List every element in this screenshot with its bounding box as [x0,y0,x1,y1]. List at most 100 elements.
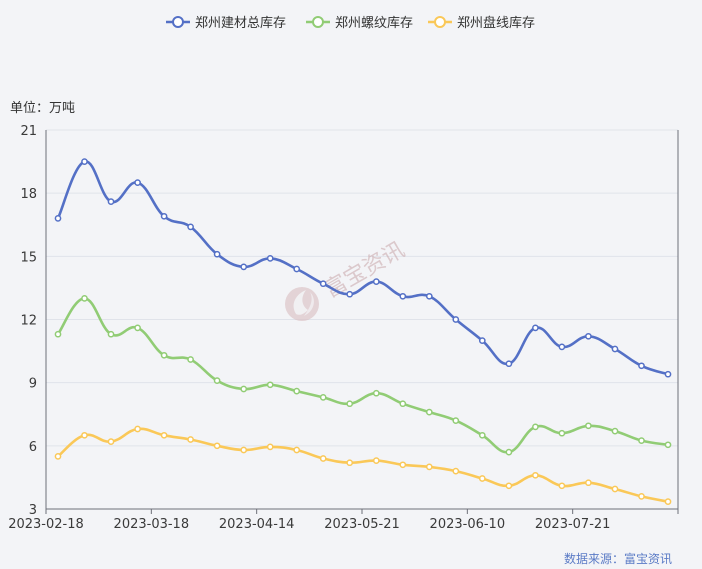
data-point[interactable] [319,455,327,462]
data-point[interactable] [134,324,141,332]
data-point[interactable] [187,356,194,363]
data-point[interactable] [293,265,301,273]
data-point[interactable] [266,381,274,389]
data-point[interactable] [240,385,248,393]
data-point[interactable] [266,443,274,451]
legend-label: 郑州螺纹库存 [335,15,413,31]
legend[interactable]: 郑州建材总库存 郑州螺纹库存 郑州盘线库存 [166,15,535,31]
data-point[interactable] [452,467,460,475]
data-point[interactable] [638,437,645,444]
data-point[interactable] [213,250,221,258]
data-point[interactable] [452,316,460,323]
series-3 [54,425,672,505]
data-point[interactable] [346,400,354,408]
data-point[interactable] [558,482,566,490]
data-point[interactable] [346,290,354,298]
data-point[interactable] [372,278,380,285]
y-tick-label: 18 [20,187,37,202]
data-point[interactable] [478,431,486,439]
data-point[interactable] [638,493,645,500]
unit-label: 单位：万吨 [10,101,75,116]
data-point[interactable] [664,370,672,378]
data-point[interactable] [478,475,486,482]
y-tick-label: 3 [29,503,37,518]
watermark-logo-icon [285,287,319,321]
data-point[interactable] [346,459,354,467]
x-tick-label: 2023-05-21 [324,517,400,532]
data-point[interactable] [134,179,141,186]
legend-marker-icon [312,16,324,28]
data-point[interactable] [664,498,672,505]
legend-marker-icon [434,16,446,28]
data-point[interactable] [81,158,88,165]
data-point[interactable] [532,324,539,332]
y-tick-label: 9 [29,377,37,392]
series-1 [54,158,672,378]
data-point[interactable] [664,441,672,449]
data-point[interactable] [372,389,380,397]
data-point[interactable] [187,436,194,443]
data-point[interactable] [611,427,619,435]
data-point[interactable] [160,431,168,439]
data-point[interactable] [505,482,513,490]
data-point[interactable] [399,292,407,300]
data-point[interactable] [319,280,327,288]
data-point[interactable] [107,330,115,338]
data-point[interactable] [611,345,619,353]
data-point[interactable] [611,485,619,493]
data-point[interactable] [213,377,221,384]
data-point[interactable] [240,446,248,454]
data-point[interactable] [54,215,62,222]
legend-item-3[interactable]: 郑州盘线库存 [428,15,535,31]
legend-item-1[interactable]: 郑州建材总库存 [166,15,286,31]
data-point[interactable] [452,417,460,424]
data-point[interactable] [585,422,592,430]
data-point[interactable] [585,479,592,487]
data-point[interactable] [585,332,592,340]
x-tick-label: 2023-06-10 [430,517,506,532]
data-point[interactable] [558,429,566,437]
x-tick-label: 2023-07-21 [535,517,611,532]
data-point[interactable] [425,463,433,471]
data-point[interactable] [54,453,62,460]
data-point[interactable] [399,400,407,408]
x-tick-label: 2023-02-18 [8,517,84,532]
data-point[interactable] [160,351,168,359]
y-tick-label: 6 [29,440,37,455]
series-2 [54,295,672,456]
x-tick-label: 2023-03-18 [114,517,190,532]
data-point[interactable] [266,255,274,262]
data-point[interactable] [425,292,433,300]
y-tick-label: 21 [20,124,37,139]
data-point[interactable] [532,471,539,479]
data-point[interactable] [107,198,115,205]
x-tick-label: 2023-04-14 [219,517,295,532]
data-point[interactable] [505,360,513,368]
data-point[interactable] [293,446,301,454]
legend-label: 郑州盘线库存 [457,15,535,31]
data-point[interactable] [160,212,168,220]
data-point[interactable] [187,223,194,231]
data-point[interactable] [399,461,407,469]
data-point[interactable] [638,362,645,370]
data-point[interactable] [134,425,141,433]
data-point[interactable] [240,263,248,271]
data-point[interactable] [107,438,115,445]
data-point[interactable] [319,394,327,401]
data-point[interactable] [558,343,566,351]
data-point[interactable] [213,442,221,450]
series-line [57,427,669,503]
data-point[interactable] [293,387,301,395]
legend-item-2[interactable]: 郑州螺纹库存 [306,15,413,31]
data-point[interactable] [81,431,88,439]
data-point[interactable] [425,408,433,416]
data-point[interactable] [81,295,88,302]
data-point[interactable] [532,423,539,431]
series-layer [54,158,672,505]
legend-label: 郑州建材总库存 [195,15,286,31]
data-point[interactable] [372,457,380,464]
data-point[interactable] [505,448,513,456]
grid-layer [46,129,678,447]
data-point[interactable] [478,337,486,344]
data-point[interactable] [54,330,62,338]
